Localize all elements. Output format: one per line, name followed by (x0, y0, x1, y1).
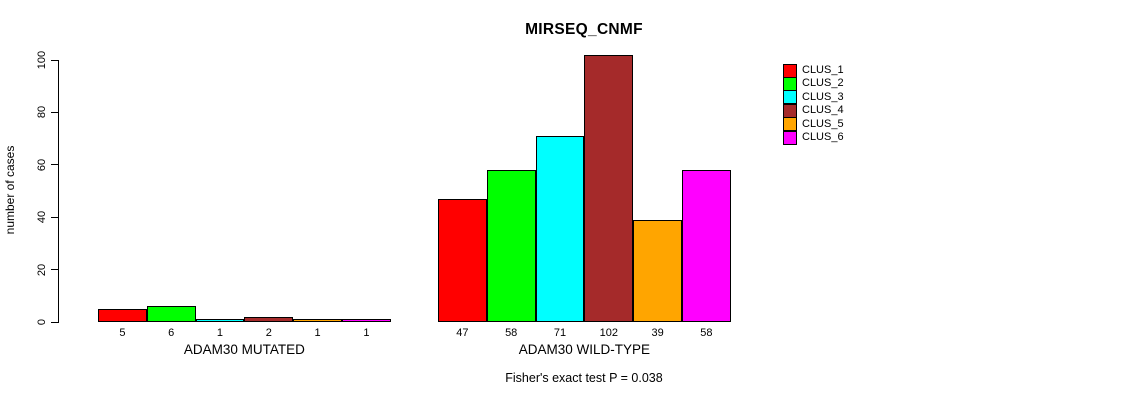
legend-swatch-clus_2 (783, 76, 797, 91)
legend-swatch-clus_1 (783, 63, 797, 78)
bar-clus_6-mutated (342, 319, 391, 322)
legend-label: CLUS_5 (802, 117, 844, 130)
bar-clus_1-wildtype (438, 198, 487, 322)
bar-clus_2-mutated (146, 306, 196, 322)
y-axis-tick (51, 321, 58, 323)
bar-clus_3-mutated (195, 319, 245, 322)
bar-value-label: 58 (505, 327, 518, 339)
legend-entry-clus_6: CLUS_6 (783, 130, 844, 145)
bar-clus_2-wildtype (486, 170, 536, 322)
legend-swatch-clus_5 (783, 117, 797, 132)
bar-clus_4-mutated (244, 316, 294, 322)
bar-value-label: 5 (119, 327, 126, 339)
bar-clus_5-mutated (293, 319, 342, 322)
bar-clus_5-wildtype (633, 219, 682, 322)
y-axis-tick-label: 20 (36, 263, 48, 276)
bar-value-label: 47 (456, 327, 469, 339)
bar-value-label: 1 (363, 327, 370, 339)
bar-clus_4-wildtype (584, 54, 634, 322)
y-axis-tick (51, 111, 58, 113)
fisher-test-caption: Fisher's exact test P = 0.038 (505, 371, 663, 385)
y-axis-tick-label: 80 (36, 106, 48, 119)
legend-swatch-clus_4 (783, 103, 797, 118)
legend-entry-clus_2: CLUS_2 (783, 76, 844, 91)
y-axis-line (58, 60, 59, 323)
x-group-label: ADAM30 WILD-TYPE (518, 342, 651, 357)
legend-entry-clus_1: CLUS_1 (783, 63, 844, 78)
legend-entry-clus_4: CLUS_4 (783, 103, 844, 118)
bar-value-label: 102 (599, 327, 618, 339)
y-axis-tick-label: 60 (36, 158, 48, 171)
legend-label: CLUS_1 (802, 64, 844, 76)
legend-entry-clus_5: CLUS_5 (783, 117, 844, 132)
bar-clus_3-wildtype (535, 135, 585, 322)
y-axis-tick-label: 100 (36, 50, 48, 70)
y-axis-label: number of cases (3, 145, 17, 235)
legend-entry-clus_3: CLUS_3 (783, 90, 844, 105)
bar-value-label: 71 (553, 327, 567, 339)
bar-clus_1-mutated (98, 308, 147, 322)
bar-value-label: 6 (168, 327, 175, 339)
chart-title: MIRSEQ_CNMF (525, 21, 643, 38)
legend-label: CLUS_4 (802, 104, 844, 117)
legend-label: CLUS_2 (802, 77, 844, 90)
legend-swatch-clus_6 (783, 130, 797, 145)
y-axis-tick (51, 164, 58, 166)
bar-value-label: 39 (651, 327, 664, 339)
y-axis-tick (51, 59, 58, 61)
legend-label: CLUS_6 (802, 131, 844, 143)
bar-value-label: 2 (265, 327, 272, 339)
bar-value-label: 1 (314, 327, 321, 339)
y-axis-tick-label: 40 (36, 211, 48, 224)
bar-value-label: 1 (216, 327, 224, 339)
legend-label: CLUS_3 (802, 90, 844, 103)
y-axis-tick (51, 216, 58, 218)
y-axis-tick-label: 0 (36, 318, 48, 326)
bar-clus_6-wildtype (682, 170, 731, 322)
bar-value-label: 58 (700, 327, 713, 339)
y-axis-tick (51, 269, 58, 271)
legend-swatch-clus_3 (783, 90, 797, 105)
x-group-label: ADAM30 MUTATED (183, 342, 305, 357)
